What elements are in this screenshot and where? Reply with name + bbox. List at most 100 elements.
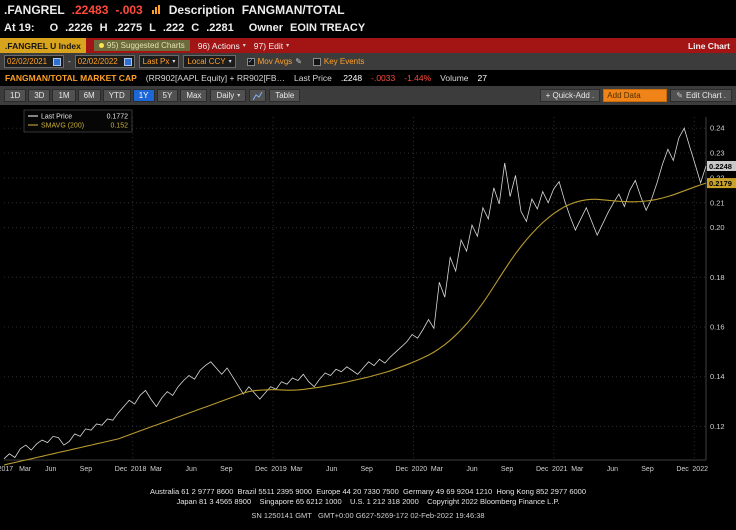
edit-chart-button[interactable]: ✎ Edit Chart . [670,89,732,102]
chart-legend: Last Price 0.1772 SMAVG (200) 0.152 [23,109,133,133]
x-axis-label: Sep [220,466,233,473]
period-button-group: 1D 3D 1M 6M YTD 1Y 5Y Max [4,89,208,102]
y-axis-label: 0.20 [710,223,725,232]
x-axis-label: Mar [431,466,444,473]
suggested-charts-label: 95) Suggested Charts [106,41,185,50]
security-formula: (RR902[AAPL Equity] + RR902[FB… [145,73,286,83]
pencil-icon[interactable]: ✎ [295,56,302,66]
calendar-icon[interactable] [123,57,132,66]
chevron-down-icon: ▾ [286,43,290,49]
start-date-field[interactable] [4,55,64,68]
chart-mode-title: Line Chart [687,40,730,51]
period-button-6m[interactable]: 6M [77,89,101,102]
y-axis-label: 0.16 [710,323,725,332]
y-axis-label: 0.23 [710,149,725,158]
pencil-icon: ✎ [676,90,683,100]
description-value: FANGMAN/TOTAL [241,3,345,17]
x-axis-label: Jun [466,466,477,473]
price-field-value: Last Px [142,57,170,66]
x-axis-label: 2019 [271,466,287,473]
date-range-separator: - [68,57,71,66]
period-button-max[interactable]: Max [180,89,208,102]
low-label: L [149,22,156,34]
y-axis-label: 0.14 [710,372,725,381]
actions-label: 96) Actions [197,40,240,51]
frequency-value: Daily [216,91,235,100]
y-axis-label: 0.22 [710,173,725,182]
x-axis-label: Jun [607,466,618,473]
x-axis-label: Dec [115,466,128,473]
period-button-1d[interactable]: 1D [4,89,27,102]
footer-contacts-1: Australia 61 2 9777 8600 Brazil 5511 239… [149,487,587,496]
ohlc-line: At 19: O .2226 H .2275 L .222 C .2281 Ow… [4,22,732,39]
terminal-status-line: SN 1250141 GMT GMT+0:00 G627-5269-172 02… [251,511,485,520]
x-axis-label: Mar [19,466,32,473]
x-axis-label: Sep [360,466,373,473]
high-value: .2275 [114,22,143,34]
chart-toolbar: 1D 3D 1M 6M YTD 1Y 5Y Max Daily ▾ Table + Quick… [0,86,736,105]
chevron-down-icon: ▾ [242,43,246,49]
start-date-input[interactable] [7,57,51,66]
actions-menu[interactable]: 96) Actions ▾ [198,41,246,51]
chart-glyph-icon[interactable] [151,5,160,14]
security-title: FANGMAN/TOTAL MARKET CAP [5,73,137,83]
mov-avgs-toggle[interactable]: ✓ Mov Avgs ✎ [246,56,302,66]
key-events-checkbox[interactable] [312,57,321,66]
x-axis-label: Jun [326,466,337,473]
currency-select[interactable]: Local CCY ▾ [183,55,236,68]
x-axis-label: Sep [641,466,654,473]
line-chart-icon [252,91,263,100]
close-label: C [191,22,200,34]
edit-menu[interactable]: 97) Edit ▾ [254,41,289,51]
key-events-toggle[interactable]: Key Events [312,57,364,66]
security-tab[interactable]: .FANGREL U Index [0,38,86,53]
close-value: .2281 [206,22,234,34]
suggested-charts-button[interactable]: 95) Suggested Charts [93,40,190,51]
x-axis-label: Mar [290,466,303,473]
check-icon: ✓ [247,58,254,65]
x-axis-label: Dec [255,466,268,473]
function-menubar: .FANGREL U Index 95) Suggested Charts 96… [0,38,736,53]
end-date-field[interactable] [74,55,135,68]
x-axis-label: 2021 [552,466,568,473]
legend-value: 0.1772 [107,114,129,121]
price-chart[interactable]: 0.24 0.23 0.22 0.21 0.20 0.18 0.16 0.14 0.12 2017… [0,105,736,482]
period-button-3d[interactable]: 3D [28,89,51,102]
add-data-input[interactable] [603,89,668,102]
price-field-select[interactable]: Last Px ▾ [138,55,180,68]
pct-change: -1.44% [404,73,432,83]
legend-value: 0.152 [110,123,128,130]
last-trade-price: .22483 [71,3,109,17]
description-label: Description [168,3,235,17]
low-value: .222 [162,22,185,34]
chart-area: 0.24 0.23 0.22 0.21 0.20 0.18 0.16 0.14 0.12 2017… [0,105,736,482]
x-axis-label: Sep [80,466,93,473]
table-button[interactable]: Table [269,89,301,102]
x-axis-label: Jun [186,466,197,473]
x-axis-label: Mar [571,466,584,473]
x-axis-label: Sep [501,466,514,473]
owner-value: EOIN TREACY [290,22,366,34]
period-button-ytd[interactable]: YTD [102,89,131,102]
mov-avgs-checkbox[interactable]: ✓ [246,57,255,66]
calendar-icon[interactable] [53,57,61,66]
smavg-200-series-line [3,182,707,466]
chart-type-button[interactable] [249,89,267,102]
quick-add-button[interactable]: + Quick-Add . [539,89,601,102]
period-button-1y[interactable]: 1Y [132,89,155,102]
ticker: .FANGREL [4,3,65,17]
frequency-select[interactable]: Daily ▾ [210,89,247,102]
open-value: .2226 [65,22,93,34]
header: .FANGREL .22483 -.003 Description FANGMA… [0,0,736,38]
end-date-input[interactable] [77,57,122,66]
edit-chart-label: Edit Chart . [685,91,726,100]
x-axis-label: Dec [676,466,689,473]
x-axis-label: Dec [396,466,409,473]
period-button-5y[interactable]: 5Y [156,89,179,102]
range-toolbar: - Last Px ▾ Local CCY ▾ ✓ Mov Avgs ✎ Key… [0,53,736,70]
last-price-label: Last Price [294,73,332,83]
x-axis-label: 2018 [131,466,147,473]
period-button-1m[interactable]: 1M [52,89,76,102]
high-label: H [99,22,108,34]
